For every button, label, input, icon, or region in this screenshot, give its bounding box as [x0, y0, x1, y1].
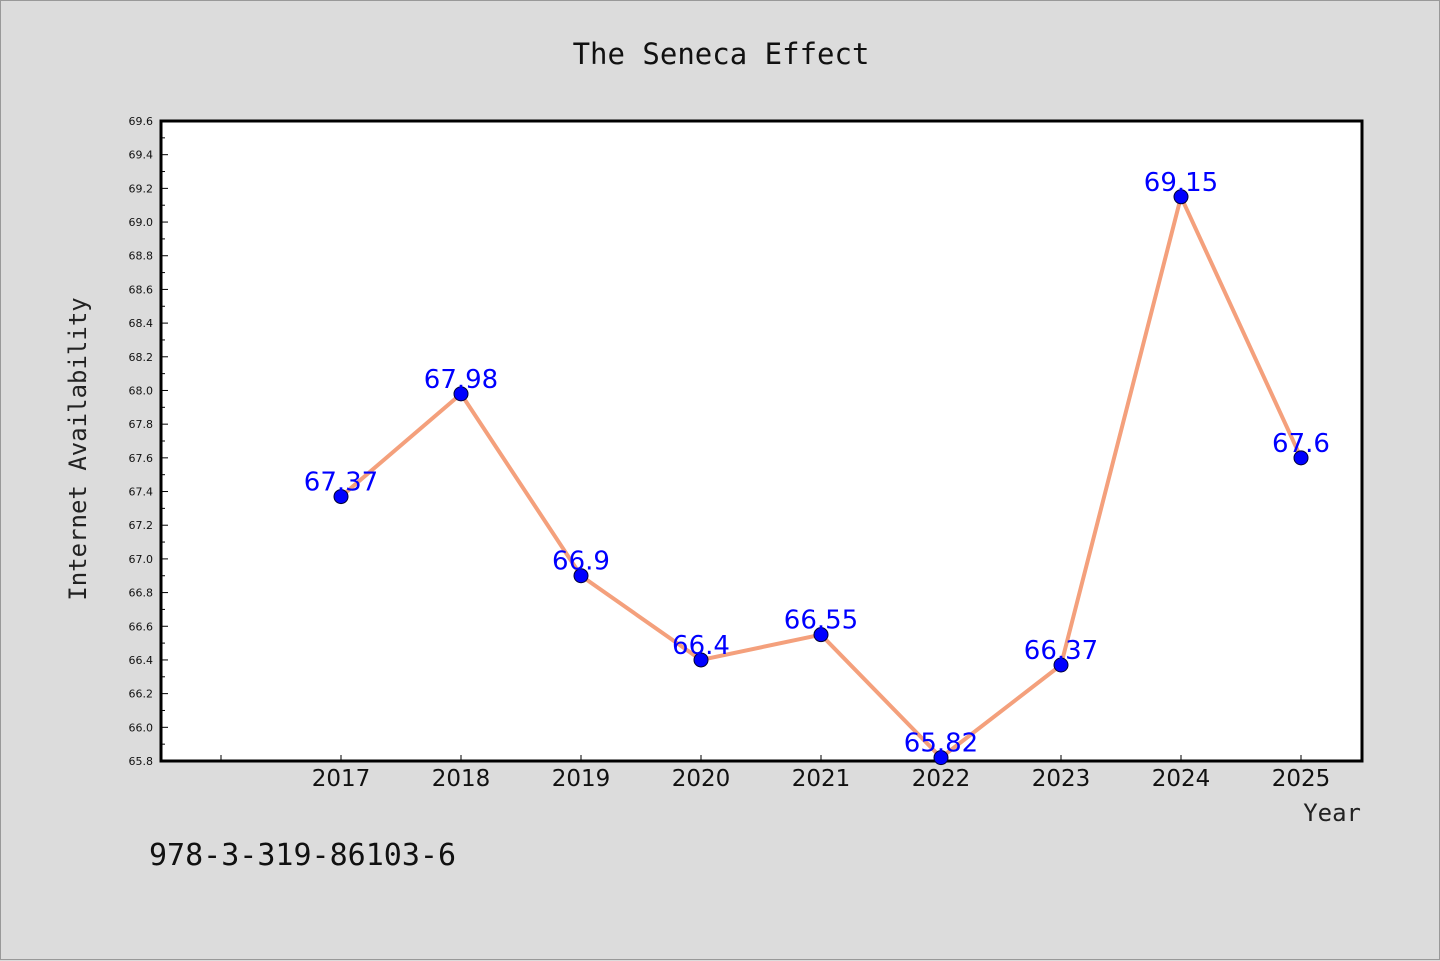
y-axis: 65.8 66.0 66.2 66.4 66.6 66.8 67.0 67.2 67.4 67.6…	[129, 115, 168, 768]
chart-title: The Seneca Effect	[573, 37, 870, 71]
x-tick-label: 2019	[552, 766, 611, 792]
y-tick-label: 66.6	[129, 620, 154, 633]
plot-area	[159, 119, 1364, 763]
y-tick-label: 68.0	[129, 384, 154, 397]
x-axis-label: Year	[1303, 799, 1361, 827]
data-point	[1293, 450, 1309, 466]
data-label: 67.98	[424, 365, 498, 395]
x-tick-label: 2018	[432, 766, 491, 792]
x-tick-label: 2021	[792, 766, 851, 792]
data-label: 69.15	[1144, 168, 1218, 198]
y-axis-label: Internet Availability	[64, 297, 92, 600]
data-label: 66.9	[552, 547, 610, 577]
y-tick-label: 68.8	[129, 250, 154, 263]
y-tick-label: 68.2	[129, 351, 154, 364]
y-tick-label: 67.0	[129, 553, 154, 566]
y-tick-label: 66.4	[129, 654, 154, 667]
data-label: 67.37	[304, 468, 378, 498]
x-tick-label: 2025	[1272, 766, 1331, 792]
y-tick-label: 67.2	[129, 519, 154, 532]
data-point	[1173, 189, 1189, 205]
y-tick-label: 65.8	[129, 755, 154, 768]
y-tick-label: 66.2	[129, 688, 154, 701]
y-tick-label: 67.6	[129, 452, 154, 465]
x-tick-label: 2022	[912, 766, 971, 792]
data-point	[693, 652, 709, 668]
y-tick-label: 69.0	[129, 216, 154, 229]
data-label: 66.37	[1024, 636, 1098, 666]
y-tick-label: 69.6	[129, 115, 154, 128]
y-tick-label: 67.4	[129, 486, 154, 499]
footer-code: 978-3-319-86103-6	[149, 838, 456, 873]
data-label: 65.82	[904, 729, 978, 759]
y-tick-label: 69.4	[129, 149, 154, 162]
x-tick-label: 2023	[1032, 766, 1091, 792]
data-label: 66.55	[784, 606, 858, 636]
x-axis: 2017 2018 2019 2020 2021 2022 2023 2024 2025	[220, 755, 1331, 792]
data-point	[573, 568, 589, 584]
data-point	[813, 627, 829, 643]
x-tick-label: 2017	[312, 766, 371, 792]
x-tick-label: 2024	[1152, 766, 1211, 792]
data-point	[453, 386, 469, 402]
data-label: 67.6	[1272, 429, 1330, 459]
y-tick-label: 66.8	[129, 587, 154, 600]
data-label: 66.4	[672, 631, 730, 661]
series-line-group: 67.37 67.98 66.9 66.4 66.55 65.82 66.37 69.15 67…	[304, 168, 1330, 766]
data-point	[1053, 657, 1069, 673]
y-tick-label: 68.6	[129, 283, 154, 296]
data-point	[933, 750, 949, 766]
data-point	[333, 489, 349, 505]
y-tick-label: 66.0	[129, 721, 154, 734]
x-tick-label: 2020	[672, 766, 731, 792]
y-tick-label: 67.8	[129, 418, 154, 431]
y-tick-label: 68.4	[129, 317, 154, 330]
y-tick-label: 69.2	[129, 182, 154, 195]
